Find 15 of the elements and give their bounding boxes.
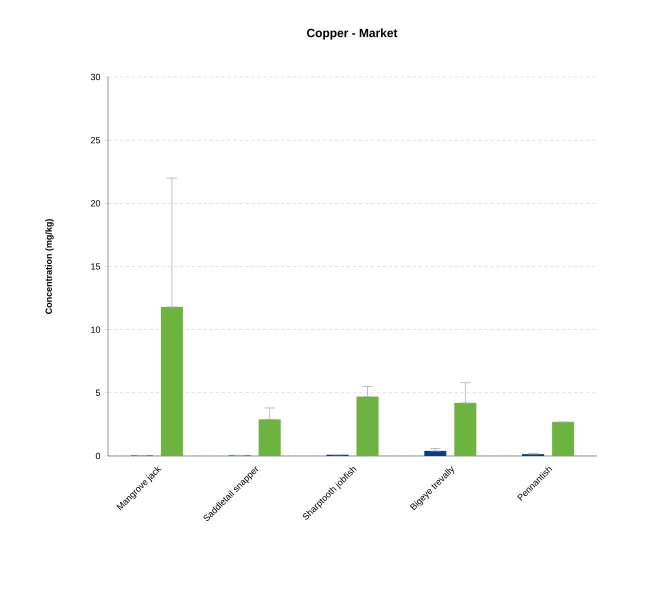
y-tick-label: 20 xyxy=(90,200,100,206)
bar xyxy=(258,419,281,456)
y-tick-label: 25 xyxy=(90,136,100,144)
y-tick-label: 5 xyxy=(96,390,100,396)
y-axis-title: Concentration (mg/kg) xyxy=(45,219,54,314)
bar xyxy=(356,396,379,456)
y-tick-label: 10 xyxy=(91,326,100,333)
bar xyxy=(160,306,183,456)
y-tick-label: 30 xyxy=(90,74,100,80)
bar xyxy=(552,422,574,456)
bar xyxy=(424,450,446,456)
bar xyxy=(454,402,476,456)
y-tick-label: 0 xyxy=(96,452,100,460)
chart-title: Copper - Market xyxy=(306,28,398,40)
y-tick-label: 15 xyxy=(91,263,100,270)
